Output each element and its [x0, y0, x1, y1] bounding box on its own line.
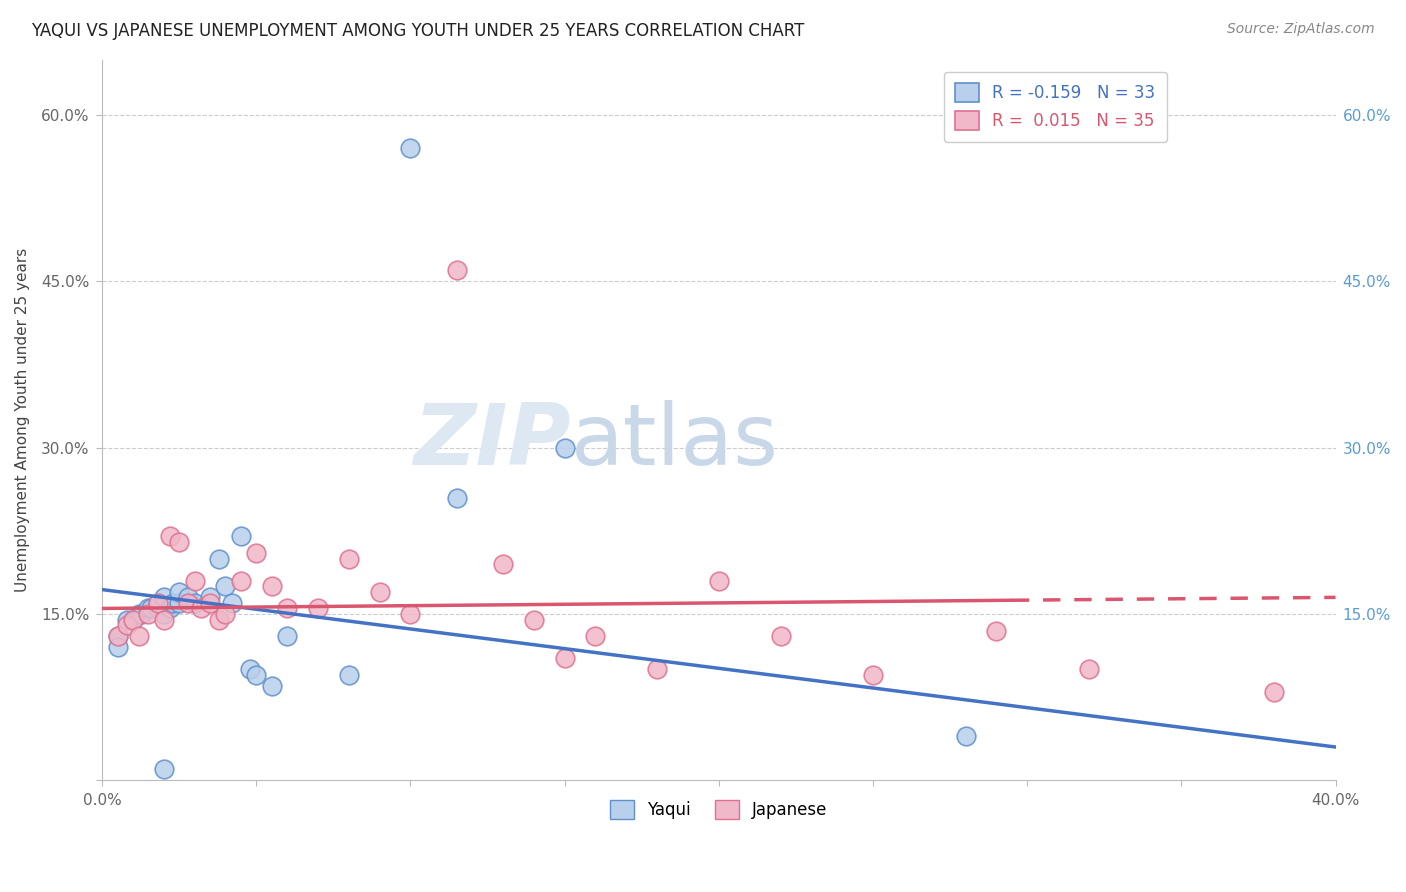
Point: [146, 596, 169, 610]
Point: [115, 618, 138, 632]
Point: [955, 729, 977, 743]
Point: [177, 596, 200, 610]
Point: [239, 662, 262, 676]
Point: [146, 596, 169, 610]
Point: [337, 668, 360, 682]
Point: [138, 601, 160, 615]
Point: [523, 613, 546, 627]
Point: [208, 613, 231, 627]
Point: [214, 607, 236, 621]
Point: [190, 601, 212, 615]
Text: YAQUI VS JAPANESE UNEMPLOYMENT AMONG YOUTH UNDER 25 YEARS CORRELATION CHART: YAQUI VS JAPANESE UNEMPLOYMENT AMONG YOU…: [31, 22, 804, 40]
Point: [152, 591, 174, 605]
Point: [167, 535, 190, 549]
Point: [229, 574, 252, 588]
Point: [122, 613, 145, 627]
Point: [769, 629, 792, 643]
Text: ZIP: ZIP: [413, 401, 571, 483]
Point: [128, 607, 150, 621]
Point: [399, 141, 422, 155]
Point: [585, 629, 607, 643]
Point: [128, 629, 150, 643]
Point: [229, 529, 252, 543]
Point: [198, 591, 221, 605]
Point: [1077, 662, 1099, 676]
Point: [307, 601, 329, 615]
Point: [337, 551, 360, 566]
Point: [399, 607, 422, 621]
Point: [1263, 684, 1285, 698]
Point: [554, 441, 576, 455]
Text: atlas: atlas: [571, 401, 779, 483]
Point: [214, 579, 236, 593]
Point: [107, 629, 129, 643]
Point: [141, 601, 163, 615]
Legend: Yaqui, Japanese: Yaqui, Japanese: [603, 794, 834, 826]
Point: [707, 574, 730, 588]
Point: [260, 679, 283, 693]
Point: [152, 762, 174, 776]
Point: [198, 596, 221, 610]
Point: [245, 668, 267, 682]
Point: [554, 651, 576, 665]
Point: [122, 613, 145, 627]
Point: [862, 668, 884, 682]
Point: [183, 574, 205, 588]
Point: [276, 601, 298, 615]
Y-axis label: Unemployment Among Youth under 25 years: Unemployment Among Youth under 25 years: [15, 248, 30, 592]
Point: [159, 601, 181, 615]
Point: [645, 662, 668, 676]
Point: [446, 263, 468, 277]
Point: [986, 624, 1008, 638]
Point: [260, 579, 283, 593]
Point: [368, 584, 391, 599]
Point: [167, 596, 190, 610]
Point: [245, 546, 267, 560]
Point: [152, 613, 174, 627]
Point: [107, 640, 129, 655]
Point: [167, 584, 190, 599]
Point: [208, 551, 231, 566]
Point: [276, 629, 298, 643]
Point: [138, 607, 160, 621]
Point: [131, 607, 153, 621]
Point: [107, 629, 129, 643]
Point: [446, 491, 468, 505]
Point: [183, 596, 205, 610]
Point: [146, 601, 169, 615]
Text: Source: ZipAtlas.com: Source: ZipAtlas.com: [1227, 22, 1375, 37]
Point: [162, 596, 184, 610]
Point: [492, 557, 515, 571]
Point: [221, 596, 243, 610]
Point: [115, 613, 138, 627]
Point: [159, 529, 181, 543]
Point: [177, 591, 200, 605]
Point: [152, 607, 174, 621]
